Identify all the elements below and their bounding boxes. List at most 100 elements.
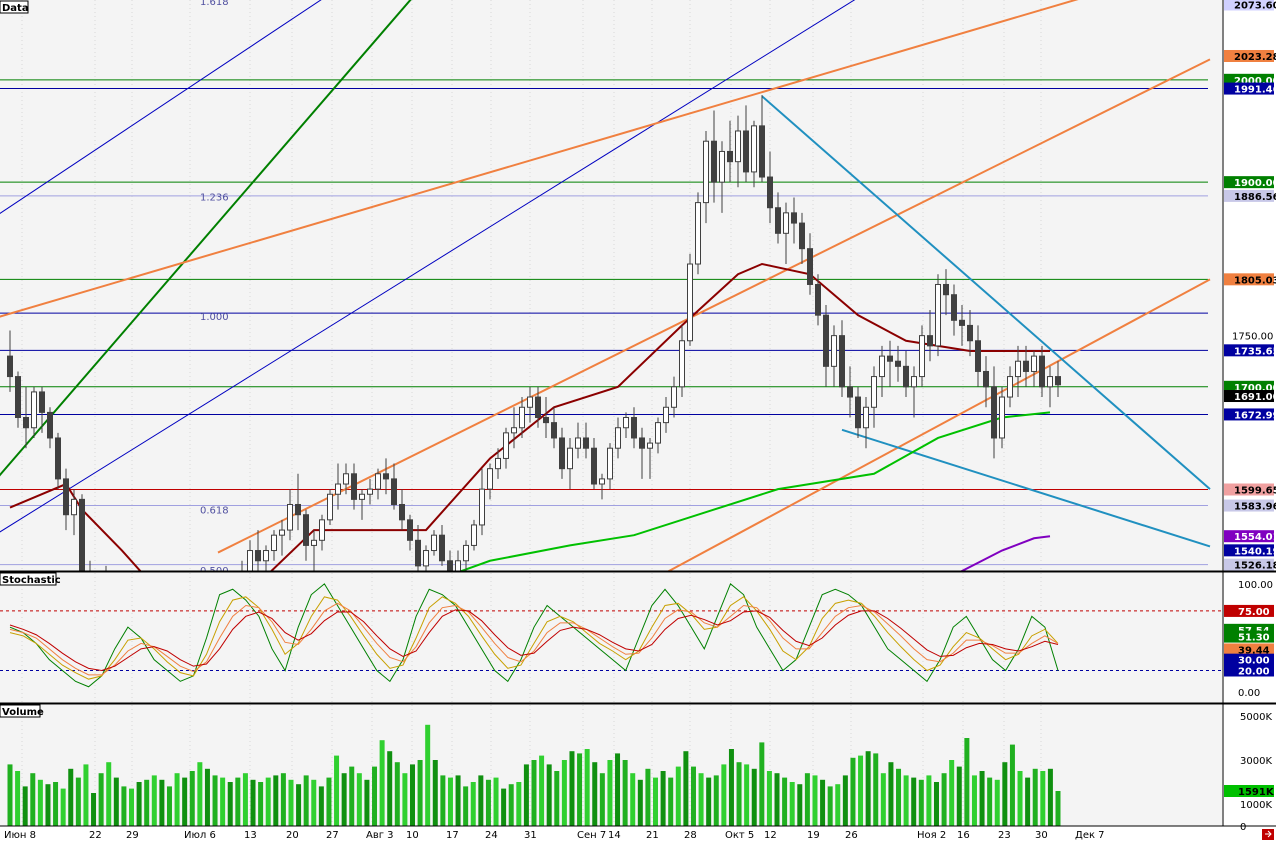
volume-bar — [896, 768, 902, 826]
volume-bar — [653, 777, 659, 826]
arrow-icon[interactable] — [1265, 830, 1272, 838]
volume-bar — [447, 777, 453, 826]
price-pane-background — [0, 0, 1222, 571]
candle-body — [39, 391, 45, 413]
candle-body — [319, 519, 325, 541]
candle-body — [511, 427, 517, 434]
volume-tick-label: 3000K — [1240, 756, 1272, 767]
candle-body — [631, 417, 637, 439]
x-axis-label: Окт 5 — [725, 830, 754, 841]
price-badge-label: 1805.03 — [1234, 275, 1276, 286]
volume-bar — [804, 773, 810, 826]
x-axis-label: 31 — [524, 830, 537, 841]
candle-body — [743, 130, 749, 173]
volume-pane-label: Volume — [2, 707, 44, 718]
candle-body — [399, 503, 405, 521]
x-axis-label: 16 — [957, 830, 970, 841]
price-badge-label: 1900.00 — [1234, 178, 1276, 189]
volume-bar — [569, 751, 575, 826]
volume-bar — [318, 786, 324, 826]
candle-body — [391, 478, 397, 505]
candle-body — [791, 212, 797, 224]
volume-bar — [303, 775, 309, 826]
stochastic-badge — [1224, 664, 1274, 677]
candle-body — [783, 212, 789, 234]
price-badge-label: 1554.01 — [1234, 532, 1276, 543]
stochastic-line — [9, 609, 1059, 672]
candle-body — [863, 406, 869, 429]
stochastic-badge-label: 39.44 — [1238, 645, 1270, 656]
fib-label: 1.236 — [200, 192, 229, 203]
moving-average-line — [458, 411, 1051, 571]
candle-body — [1047, 376, 1053, 388]
stochastic-badge-label: 20.00 — [1238, 667, 1270, 678]
volume-bar — [220, 777, 226, 826]
x-axis-label: 29 — [126, 830, 139, 841]
x-axis-label: Авг 3 — [366, 830, 394, 841]
volume-bar — [782, 777, 788, 826]
candle-body — [847, 386, 853, 398]
candle-body — [535, 396, 541, 419]
volume-bar — [865, 751, 871, 826]
stochastic-line — [9, 583, 1059, 688]
volume-bar — [197, 762, 203, 826]
moving-average-line — [9, 262, 1050, 571]
candle-body — [407, 519, 413, 541]
candle-body — [823, 314, 829, 367]
volume-bar — [789, 782, 795, 826]
candle-body — [247, 550, 253, 571]
volume-bar — [683, 751, 689, 826]
candle-body — [71, 498, 77, 516]
candle-body — [31, 391, 37, 429]
volume-bar — [75, 777, 81, 826]
volume-bar — [698, 773, 704, 826]
volume-bar — [546, 764, 552, 826]
x-axis-label: 22 — [89, 830, 102, 841]
volume-badge-label: 1591K — [1238, 787, 1275, 798]
candle-body — [975, 340, 981, 372]
volume-bar — [736, 762, 742, 826]
volume-bar — [288, 779, 294, 826]
volume-bar — [759, 742, 765, 826]
candle-body — [495, 457, 501, 470]
volume-bar — [129, 788, 135, 826]
stochastic-badge — [1224, 630, 1274, 643]
candle-body — [287, 503, 293, 531]
x-axis-label: 13 — [244, 830, 257, 841]
candle-body — [967, 324, 973, 342]
stochastic-line — [9, 596, 1059, 680]
candle-body — [735, 130, 741, 163]
volume-bar — [956, 766, 962, 826]
volume-bar — [455, 775, 461, 826]
candle-body — [487, 468, 493, 490]
volume-bar — [387, 751, 393, 826]
volume-bar — [622, 760, 628, 826]
fib-label: 0.500 — [200, 566, 229, 577]
volume-bar — [501, 788, 507, 826]
candle-body — [759, 125, 765, 178]
stochastic-badge — [1224, 653, 1274, 666]
volume-bar — [1047, 768, 1053, 826]
volume-bar — [349, 766, 355, 826]
stochastic-tick-label: 100.00 — [1238, 580, 1273, 591]
volume-bar — [280, 773, 286, 826]
candle-body — [1031, 355, 1037, 372]
volume-bar — [30, 773, 36, 826]
candle-body — [919, 335, 925, 378]
volume-badge — [1224, 784, 1274, 797]
price-badge-label: 1583.96 — [1234, 502, 1276, 513]
candle-body — [271, 534, 277, 552]
stochastic-tick-label: 0.00 — [1238, 688, 1260, 699]
candle-body — [583, 437, 589, 449]
candle-body — [543, 417, 549, 424]
x-axis-label: Дек 7 — [1075, 830, 1105, 841]
volume-bar — [516, 782, 522, 826]
volume-bar — [858, 755, 864, 826]
candle-body — [711, 140, 717, 183]
candle-body — [383, 473, 389, 480]
price-badge — [1224, 390, 1274, 403]
volume-bar — [242, 773, 248, 826]
volume-bar — [68, 768, 74, 826]
volume-bar — [235, 777, 241, 826]
